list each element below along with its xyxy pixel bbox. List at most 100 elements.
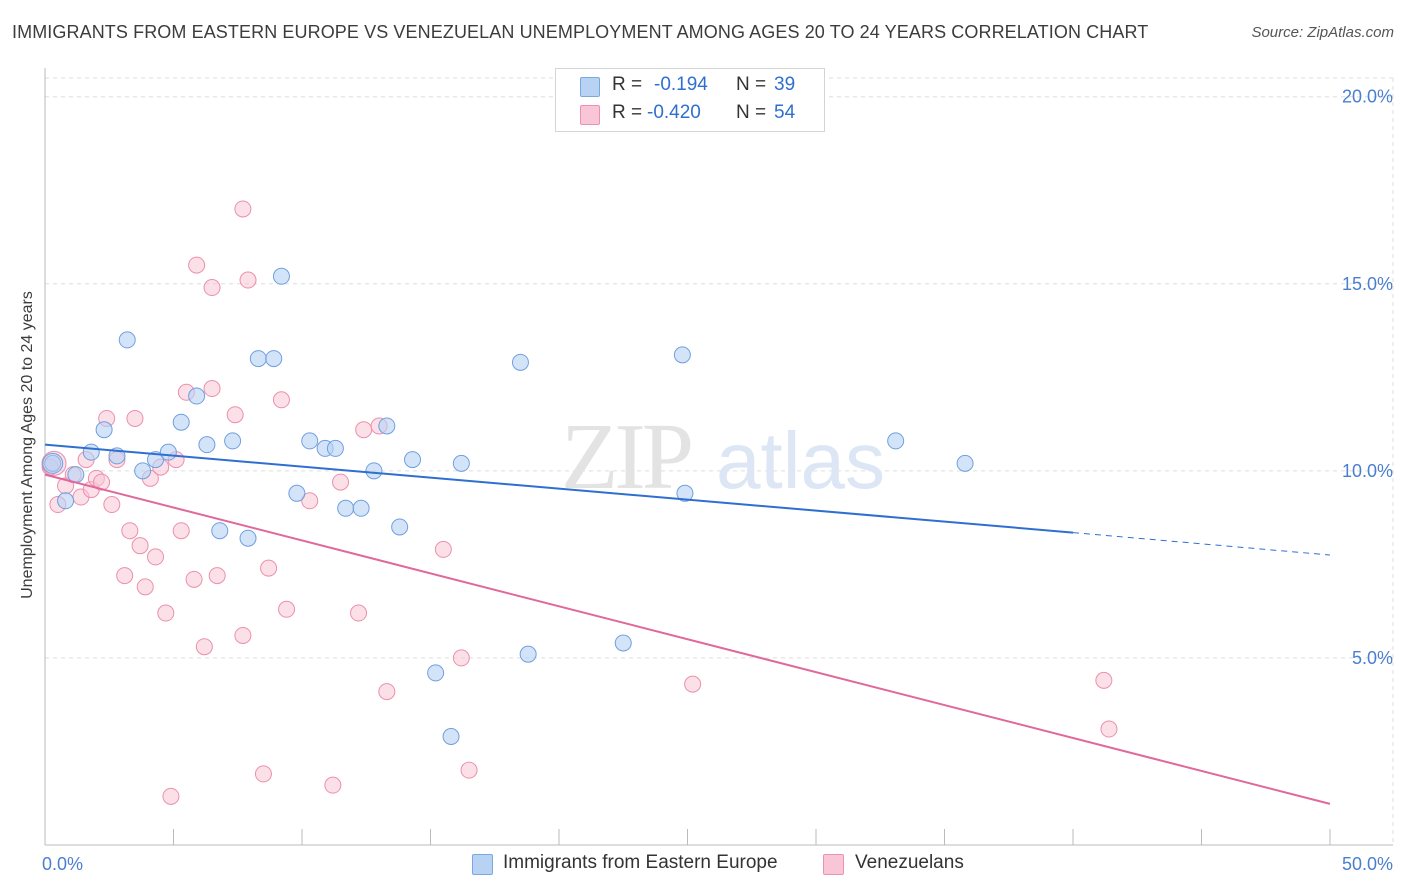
venezuelans-point (301, 492, 319, 510)
venezuelans-point (234, 626, 252, 644)
trendline-eastern-europe-extension (1072, 532, 1331, 556)
eastern-europe-point-large (42, 452, 64, 474)
legend-swatch-blue (472, 854, 493, 875)
venezuelans-point (234, 200, 252, 218)
eastern-europe-points (42, 267, 974, 745)
eastern-europe-point (887, 432, 905, 450)
legend-row-pink: R = -0.420 N = 54 (556, 101, 824, 129)
eastern-europe-point (239, 529, 257, 547)
legend-r-value-blue: -0.194 (654, 74, 708, 95)
tick-labels: 5.0% 10.0% 15.0% 20.0% 0.0% 50.0% (42, 87, 1393, 874)
eastern-europe-point (337, 499, 355, 517)
venezuelans-point (116, 567, 134, 585)
eastern-europe-point (378, 417, 396, 435)
legend-label-venezuelans: Venezuelans (855, 852, 964, 873)
eastern-europe-point (44, 454, 62, 472)
legend-swatch-blue (580, 77, 600, 97)
eastern-europe-point (82, 443, 100, 461)
venezuelans-point (1100, 720, 1118, 738)
eastern-europe-point (118, 331, 136, 349)
legend-n-value-pink: 54 (774, 102, 796, 123)
eastern-europe-point (265, 350, 283, 368)
venezuelans-point (260, 559, 278, 577)
eastern-europe-point (391, 518, 409, 536)
venezuelans-point (254, 765, 272, 783)
watermark: ZIP atlas (561, 405, 885, 509)
eastern-europe-point (249, 350, 267, 368)
eastern-europe-point (676, 484, 694, 502)
eastern-europe-point (134, 462, 152, 480)
legend-r-label: R = (612, 102, 643, 123)
legend-label-eastern-europe: Immigrants from Eastern Europe (503, 852, 778, 873)
eastern-europe-point (452, 454, 470, 472)
legend-n-label: N = (736, 74, 767, 95)
venezuelans-point (126, 409, 144, 427)
legend-row-blue: R = -0.194 N = 39 (556, 73, 824, 101)
venezuelans-point (103, 496, 121, 514)
source-label: Source: ZipAtlas.com (1251, 24, 1394, 41)
venezuelans-point (350, 604, 368, 622)
venezuelans-point (378, 683, 396, 701)
legend-swatch-pink (580, 105, 600, 125)
y-tick-label: 15.0% (1342, 274, 1393, 294)
venezuelans-point (157, 604, 175, 622)
venezuelans-point (684, 675, 702, 693)
eastern-europe-point (614, 634, 632, 652)
eastern-europe-point (673, 346, 691, 364)
trendlines (44, 443, 1331, 805)
trendline-venezuelans (44, 473, 1331, 805)
y-tick-label: 10.0% (1342, 461, 1393, 481)
venezuelans-point (162, 787, 180, 805)
eastern-europe-point (288, 484, 306, 502)
venezuelans-point (188, 256, 206, 274)
venezuelans-point (195, 638, 213, 656)
eastern-europe-point (326, 439, 344, 457)
eastern-europe-point (365, 462, 383, 480)
eastern-europe-point (188, 387, 206, 405)
venezuelans-point (172, 522, 190, 540)
series-legend: Immigrants from Eastern Europe Venezuela… (0, 851, 1406, 877)
venezuelans-point (332, 473, 350, 491)
trendline-eastern-europe (44, 443, 1074, 534)
x-tick-label: 50.0% (1342, 854, 1393, 874)
legend-n-label: N = (736, 102, 767, 123)
venezuelans-point (203, 380, 221, 398)
venezuelans-point (239, 271, 257, 289)
venezuelans-point (434, 540, 452, 558)
eastern-europe-point (956, 454, 974, 472)
eastern-europe-point (272, 267, 290, 285)
eastern-europe-point (352, 499, 370, 517)
y-axis-label: Unemployment Among Ages 20 to 24 years (19, 291, 36, 599)
watermark-atlas: atlas (716, 416, 885, 505)
eastern-europe-point (442, 727, 460, 745)
venezuelans-point (121, 522, 139, 540)
venezuelans-point (226, 406, 244, 424)
eastern-europe-point (519, 645, 537, 663)
venezuelans-point (278, 600, 296, 618)
venezuelans-point (136, 578, 154, 596)
venezuelans-point (131, 537, 149, 555)
venezuelans-point (203, 279, 221, 297)
venezuelans-point (208, 567, 226, 585)
eastern-europe-point (427, 664, 445, 682)
eastern-europe-point (147, 451, 165, 469)
venezuelans-point (324, 776, 342, 794)
venezuelans-point (185, 570, 203, 588)
x-tick-label: 0.0% (42, 854, 83, 874)
eastern-europe-point (159, 443, 177, 461)
y-tick-label: 5.0% (1352, 648, 1393, 668)
venezuelans-point (460, 761, 478, 779)
correlation-legend: R = -0.194 N = 39 R = -0.420 N = 54 (555, 68, 825, 132)
eastern-europe-point (301, 432, 319, 450)
legend-swatch-pink (823, 854, 844, 875)
eastern-europe-point (95, 421, 113, 439)
eastern-europe-point (57, 492, 75, 510)
eastern-europe-point (404, 451, 422, 469)
venezuelans-point (272, 391, 290, 409)
venezuelans-point (147, 548, 165, 566)
eastern-europe-point (511, 353, 529, 371)
y-tick-label: 20.0% (1342, 87, 1393, 107)
legend-r-label: R = (612, 74, 643, 95)
eastern-europe-point (172, 413, 190, 431)
